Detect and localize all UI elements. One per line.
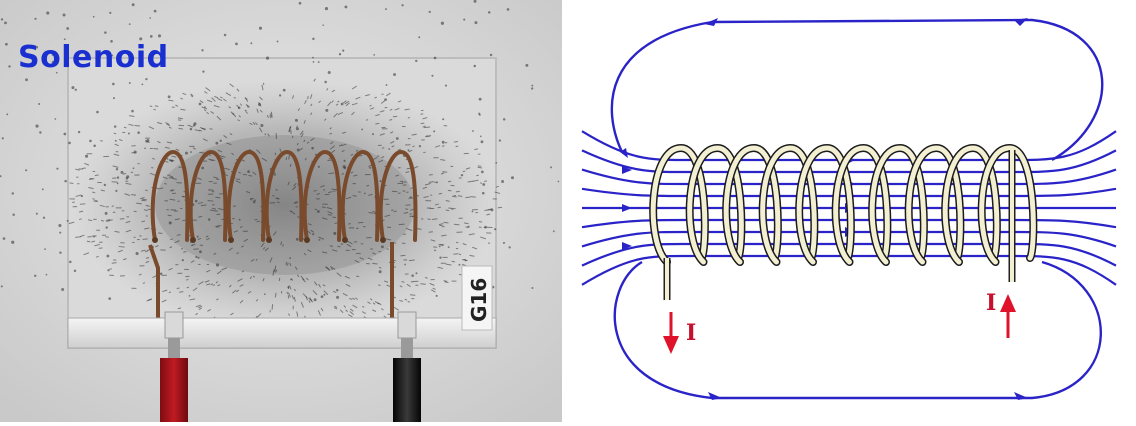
field-line-outer-top xyxy=(612,20,1102,160)
field-line-diagram xyxy=(562,0,1136,422)
plate-label: G16 xyxy=(464,268,490,328)
page-title: Solenoid xyxy=(18,40,169,75)
current-arrow-down-icon xyxy=(663,312,679,354)
black-cable xyxy=(393,358,421,422)
solenoid-field-diagram: I I xyxy=(562,0,1136,422)
current-label-right: I xyxy=(986,290,996,316)
current-arrow-up-icon xyxy=(1000,294,1016,338)
plate-label-text: G16 xyxy=(467,278,491,322)
solenoid-photo: Solenoid G16 xyxy=(0,0,562,422)
current-label-left: I xyxy=(686,320,696,346)
red-cable xyxy=(160,358,188,422)
